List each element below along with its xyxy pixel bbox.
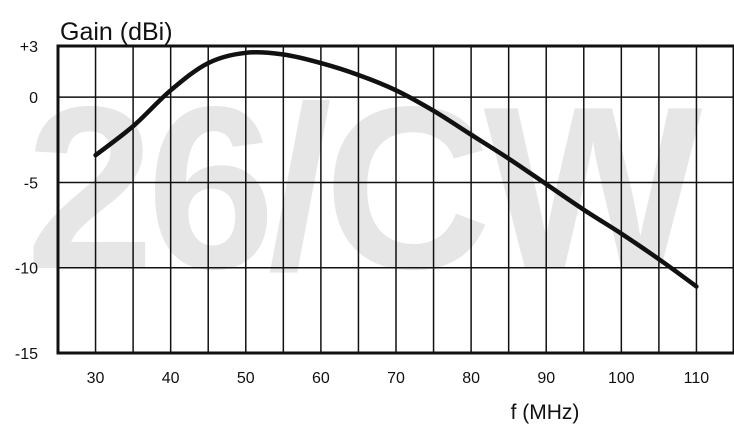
x-tick-label: 80 [462,370,480,387]
y-tick-labels: +3 0 -5 -10 -15 [15,39,38,363]
x-tick-label: 70 [387,370,405,387]
y-tick-label: -10 [15,261,38,278]
x-axis-title: f (MHz) [511,401,580,424]
x-tick-label: 30 [87,370,105,387]
x-tick-label: 40 [162,370,180,387]
watermark-text: 26/CW [25,59,702,318]
x-tick-label: 100 [608,370,635,387]
gain-curve [93,49,699,289]
x-tick-label: 50 [237,370,255,387]
x-tick-label: 110 [684,370,710,387]
y-tick-label: -15 [15,346,38,363]
x-tick-labels: 30 40 50 60 70 80 90 100 110 [87,370,710,387]
x-tick-label: 90 [537,370,555,387]
grid [58,46,734,353]
plot-border [56,44,734,355]
y-tick-label: 0 [29,90,38,107]
y-axis-title: Gain (dBi) [60,18,173,46]
y-tick-label: -5 [24,175,38,192]
y-tick-label: +3 [20,39,38,56]
x-tick-label: 60 [312,370,330,387]
